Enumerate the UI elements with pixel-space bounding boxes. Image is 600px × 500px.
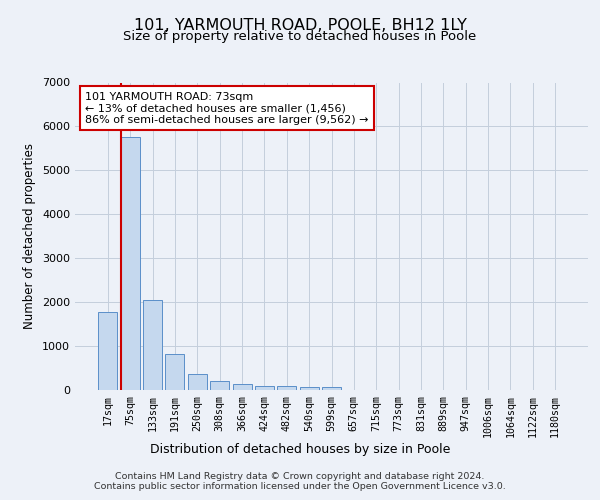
- Text: 101 YARMOUTH ROAD: 73sqm
← 13% of detached houses are smaller (1,456)
86% of sem: 101 YARMOUTH ROAD: 73sqm ← 13% of detach…: [85, 92, 369, 125]
- Bar: [98, 312, 118, 390]
- Bar: [255, 386, 274, 390]
- Bar: [233, 384, 251, 390]
- Bar: [188, 374, 207, 390]
- Text: Contains HM Land Registry data © Crown copyright and database right 2024.: Contains HM Land Registry data © Crown c…: [115, 472, 485, 481]
- Bar: [143, 300, 162, 390]
- Text: 101, YARMOUTH ROAD, POOLE, BH12 1LY: 101, YARMOUTH ROAD, POOLE, BH12 1LY: [134, 18, 466, 32]
- Text: Size of property relative to detached houses in Poole: Size of property relative to detached ho…: [124, 30, 476, 43]
- Y-axis label: Number of detached properties: Number of detached properties: [23, 143, 37, 329]
- Bar: [121, 136, 140, 390]
- Bar: [166, 354, 184, 390]
- Text: Distribution of detached houses by size in Poole: Distribution of detached houses by size …: [150, 442, 450, 456]
- Bar: [277, 386, 296, 390]
- Bar: [322, 388, 341, 390]
- Bar: [210, 381, 229, 390]
- Text: Contains public sector information licensed under the Open Government Licence v3: Contains public sector information licen…: [94, 482, 506, 491]
- Bar: [299, 387, 319, 390]
